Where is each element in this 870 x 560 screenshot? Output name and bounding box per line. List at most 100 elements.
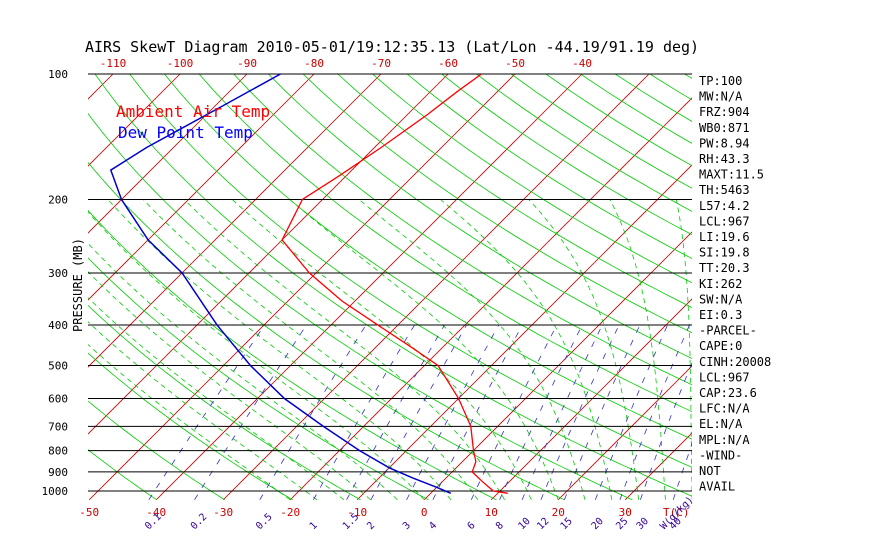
mixing-ratio-line (346, 324, 445, 500)
index-entry: CINH:20008 (699, 355, 771, 369)
moist-adiabat-line (88, 242, 398, 501)
dry-adiabat-line (372, 74, 692, 284)
mixing-ratio-line (432, 324, 523, 500)
mixing-ratio-tick-label: 1 (308, 520, 320, 532)
isotherm-layer (0, 74, 870, 501)
pressure-lines-layer (88, 73, 692, 492)
dry-adiabat-line (302, 74, 692, 334)
index-entry: NOT (699, 464, 721, 478)
isotherm-line (88, 74, 449, 435)
top-temp-tick-label: -90 (237, 57, 257, 70)
index-entry: FRZ:904 (699, 105, 750, 119)
moist-adiabat-line (88, 344, 291, 501)
bottom-temp-tick-label: -40 (146, 506, 166, 519)
isotherm-line (88, 74, 315, 301)
dry-adiabat-line (233, 74, 692, 386)
dry-adiabat-line (198, 74, 692, 413)
mixing-ratio-layer (148, 324, 692, 501)
index-entry: L57:4.2 (699, 199, 750, 213)
bottom-temp-unit: T(C) (663, 506, 690, 519)
isotherm-line (222, 74, 650, 501)
moist-adiabat-line (675, 199, 692, 500)
index-entry: EL:N/A (699, 417, 743, 431)
index-entry: AVAIL (699, 480, 735, 494)
dry-adiabat-line (88, 161, 565, 501)
moist-adiabat-line (358, 199, 586, 500)
mixing-ratio-tick-label: 2 (365, 520, 377, 532)
dry-adiabat-line (129, 74, 692, 468)
bottom-temp-tick-label: -30 (213, 506, 233, 519)
y-axis-label: PRESSURE (MB) (71, 238, 85, 332)
index-entry: LFC:N/A (699, 402, 750, 416)
top-temp-tick-label: -80 (304, 57, 324, 70)
mixing-ratio-tick-label: 0.5 (254, 512, 275, 533)
dry-adiabat-line (88, 352, 293, 501)
dry-adiabat-line (476, 74, 692, 212)
isotherm-line (88, 74, 516, 501)
pressure-tick-label: 300 (48, 267, 68, 280)
moist-adiabat-line (88, 297, 345, 501)
mixing-ratio-line (521, 324, 603, 500)
isotherm-line (0, 74, 46, 500)
mixing-ratio-line (594, 324, 668, 500)
mixing-ratio-line (640, 361, 692, 500)
index-entry: SW:N/A (699, 292, 743, 306)
ambient-temp-line (281, 74, 508, 494)
dry-adiabat-line (823, 74, 870, 500)
isotherm-line (423, 231, 692, 501)
mixing-ratio-tick-label: 4 (427, 520, 439, 532)
pressure-tick-label: 1000 (42, 485, 69, 498)
pressure-tick-label: 600 (48, 392, 68, 405)
moist-adiabat-line (528, 199, 639, 500)
mixing-ratio-line (313, 324, 415, 500)
dew-point-line (109, 74, 452, 494)
isotherm-line (88, 74, 382, 368)
index-entry: -PARCEL- (699, 324, 757, 338)
mixing-ratio-tick-label: 0.2 (189, 512, 210, 533)
moist-adiabat-line (88, 211, 425, 501)
moist-adiabat-line (440, 199, 613, 500)
series-layer (109, 74, 508, 494)
bottom-temp-tick-label: -10 (347, 506, 367, 519)
pressure-tick-labels: 100 200 300 400 500 600 700 800 900 1000 (42, 68, 69, 498)
dry-adiabat-line (88, 449, 158, 501)
top-temp-tick-label: -110 (100, 57, 127, 70)
index-entry: MAXT:11.5 (699, 168, 764, 182)
moist-adiabat-line (289, 199, 559, 500)
index-entry: CAPE:0 (699, 339, 742, 353)
mixing-ratio-tick-label: 30 (635, 516, 651, 532)
pressure-tick-label: 500 (48, 359, 68, 372)
mixing-ratio-tick-label: 8 (494, 520, 506, 532)
isotherm-line (759, 74, 870, 500)
index-entry: EI:0.3 (699, 308, 742, 322)
index-entry: CAP:23.6 (699, 386, 757, 400)
dry-adiabat-line (510, 74, 692, 189)
index-entry: MPL:N/A (699, 433, 750, 447)
mixing-ratio-tick-label: 20 (590, 516, 606, 532)
top-temp-tick-label: -100 (167, 57, 194, 70)
mixing-ratio-line (259, 324, 367, 501)
pressure-tick-label: 700 (48, 420, 68, 433)
moist-adiabat-line (107, 199, 452, 501)
moist-adiabat-line (88, 271, 371, 501)
dry-adiabat-line (94, 74, 692, 497)
index-entry: RH:43.3 (699, 152, 750, 166)
index-entry: LCL:967 (699, 214, 750, 228)
mixing-ratio-tick-label: 6 (466, 520, 478, 532)
top-temp-tick-label: -60 (438, 57, 458, 70)
moist-adiabat-line (232, 199, 532, 500)
legend-ambient-label: Ambient Air Temp (116, 102, 270, 121)
dry-adiabat-line (789, 74, 870, 500)
pressure-tick-label: 400 (48, 319, 68, 332)
mixing-ratio-tick-label: 12 (535, 516, 551, 532)
moist-adiabat-line (183, 199, 505, 501)
mixing-ratio-tick-label: 3 (401, 520, 413, 532)
isotherm-line (88, 74, 114, 100)
mixing-ratio-line (194, 324, 307, 501)
mixing-ratio-line (499, 324, 583, 500)
bottom-temp-tick-label: 30 (619, 506, 632, 519)
index-entry: LI:19.6 (699, 230, 750, 244)
bottom-temp-tick-label: -20 (280, 506, 300, 519)
mixing-ratio-line (148, 324, 266, 501)
